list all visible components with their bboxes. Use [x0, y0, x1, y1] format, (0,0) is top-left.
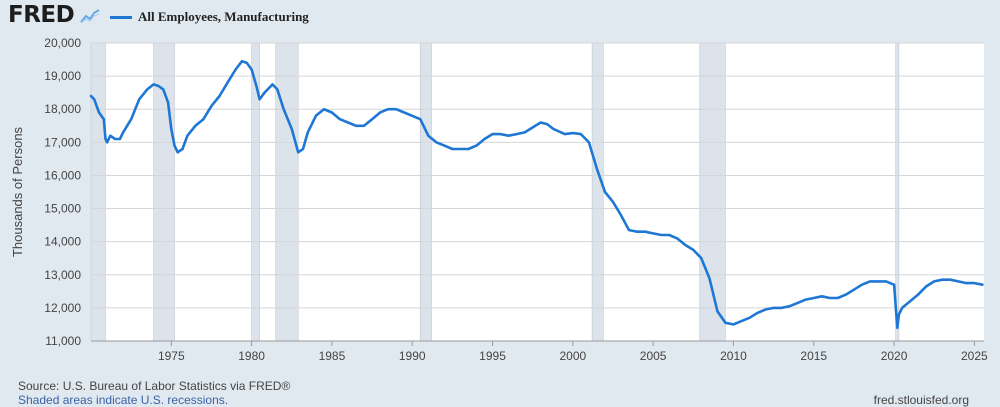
x-tick-label: 2015	[800, 349, 827, 363]
y-tick-label: 14,000	[44, 235, 81, 249]
series-layer	[89, 59, 984, 330]
series-line[interactable]	[89, 59, 984, 330]
y-tick-label: 16,000	[44, 168, 81, 182]
footer-source: Source: U.S. Bureau of Labor Statistics …	[18, 379, 290, 407]
axes: 11,000 12,000 13,000 14,000 15,000 16,000 17,0…	[44, 36, 988, 363]
recession-note[interactable]: Shaded areas indicate U.S. recessions.	[18, 393, 229, 407]
line-chart[interactable]: 11,000 12,000 13,000 14,000 15,000 16,000 17,0…	[0, 0, 1000, 380]
x-tick-label: 1980	[238, 349, 265, 363]
x-tick-label: 2010	[720, 349, 747, 363]
x-tick-label: 2025	[961, 349, 988, 363]
plot-background	[91, 43, 984, 341]
y-tick-label: 18,000	[44, 102, 81, 116]
y-tick-label: 12,000	[44, 301, 81, 315]
y-tick-label: 19,000	[44, 69, 81, 83]
y-tick-label: 13,000	[44, 268, 81, 282]
chart-header: FRED All Employees, Manufacturing	[0, 0, 1000, 36]
y-axis-label: Thousands of Persons	[10, 126, 25, 257]
y-tick-label: 20,000	[44, 36, 81, 50]
recession-band	[591, 42, 604, 342]
site-link[interactable]: fred.stlouisfed.org	[873, 393, 969, 407]
source-text: Source: U.S. Bureau of Labor Statistics …	[18, 379, 291, 393]
y-tick-label: 15,000	[44, 202, 81, 216]
recession-band	[153, 42, 175, 342]
legend-label: All Employees, Manufacturing	[138, 9, 309, 24]
x-tick-label: 1990	[399, 349, 426, 363]
x-tick-label: 1985	[319, 349, 346, 363]
x-tick-label: 2000	[559, 349, 586, 363]
fred-logo[interactable]: FRED	[8, 2, 75, 28]
recession-band	[90, 42, 106, 342]
x-tick-label: 1975	[158, 349, 185, 363]
x-tick-label: 1995	[479, 349, 506, 363]
y-tick-label: 17,000	[44, 135, 81, 149]
x-tick-label: 2020	[881, 349, 908, 363]
x-tick-label: 2005	[640, 349, 667, 363]
recession-band	[419, 42, 432, 342]
y-tick-label: 11,000	[45, 334, 81, 348]
legend-swatch	[110, 16, 132, 19]
recession-band	[275, 42, 299, 342]
fred-graph-icon	[80, 9, 100, 24]
